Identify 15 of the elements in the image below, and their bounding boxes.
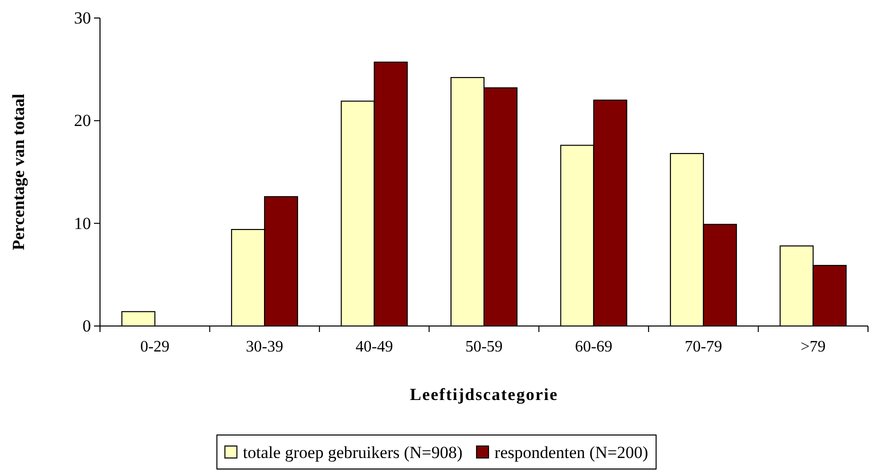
legend-label: respondenten (N=200) xyxy=(494,443,648,462)
y-tick-label: 30 xyxy=(74,8,91,28)
x-tick-label: 0-29 xyxy=(140,338,170,356)
x-tick-label: 70-79 xyxy=(684,338,722,356)
legend-label: totale groep gebruikers (N=908) xyxy=(242,443,463,462)
x-tick-label: 50-59 xyxy=(465,338,503,356)
x-tick-label: 60-69 xyxy=(575,338,612,356)
y-tick-label: 0 xyxy=(82,316,91,336)
x-tick-label: 30-39 xyxy=(246,338,284,356)
x-tick-label: >79 xyxy=(800,338,826,356)
y-axis-title: Percentage van totaal xyxy=(9,94,28,250)
x-axis-title: Leeftijdscategorie xyxy=(410,385,558,404)
y-tick-label: 20 xyxy=(74,111,91,130)
y-tick-label: 10 xyxy=(74,214,91,233)
x-tick-label: 40-49 xyxy=(356,338,393,356)
